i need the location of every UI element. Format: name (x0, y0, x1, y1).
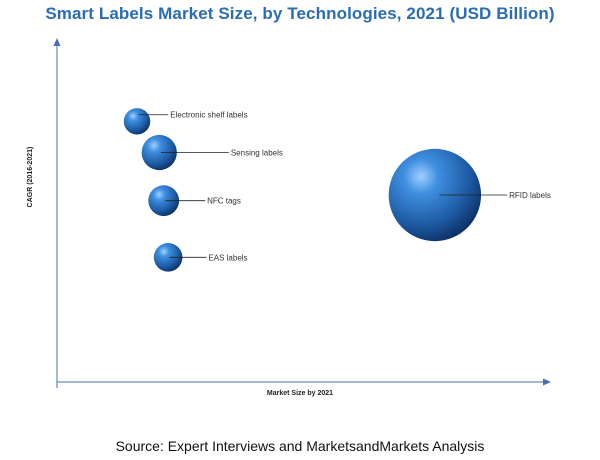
bubble-sensing-labels (141, 134, 177, 171)
bubble-label: RFID labels (509, 191, 551, 200)
bubble-label: Electronic shelf labels (170, 111, 247, 120)
y-axis-arrow (53, 38, 61, 46)
bubble-label: Sensing labels (231, 149, 283, 158)
bubble-eas-labels (153, 243, 183, 272)
bubble-nfc-tags (148, 185, 180, 217)
x-axis-label: Market Size by 2021 (267, 390, 333, 397)
bubble-label: NFC tags (207, 197, 241, 206)
source-note: Source: Expert Interviews and Marketsand… (115, 438, 485, 454)
x-axis-arrow (543, 378, 551, 386)
bubble-electronic-shelf-labels (123, 108, 151, 135)
chart-title: Smart Labels Market Size, by Technologie… (45, 4, 555, 23)
y-axis-label: CAGR (2016-2021) (27, 146, 34, 208)
bubble-label: EAS labels (208, 253, 247, 262)
bubble-rfid-labels (388, 148, 482, 242)
bubble-layer: Electronic shelf labels Sensing labels NFC… (123, 108, 551, 272)
